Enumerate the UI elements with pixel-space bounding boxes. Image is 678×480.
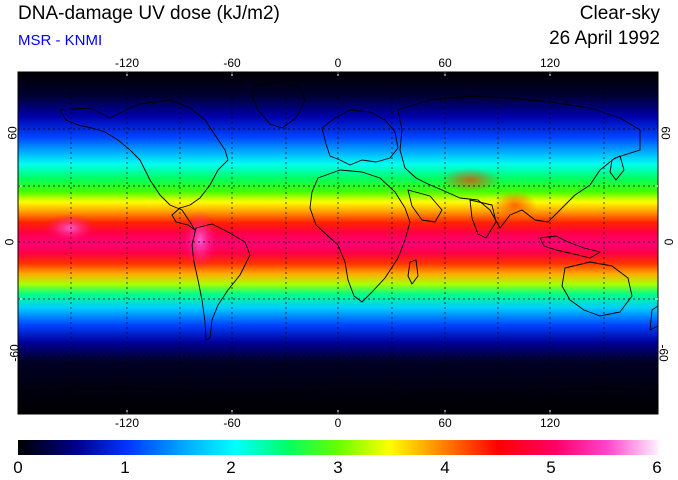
coast-madagascar — [407, 259, 419, 285]
coast-arabia — [407, 189, 443, 223]
colorbar-label: 5 — [546, 458, 556, 477]
coast-india — [469, 199, 497, 239]
date-label: 26 April 1992 — [549, 28, 660, 49]
lon-tick-top: -120 — [114, 56, 140, 70]
lon-tick-top: 0 — [334, 56, 342, 70]
coast-japan — [609, 155, 625, 181]
hotspot-east-pacific — [44, 214, 96, 242]
hotspot-tibet — [440, 168, 500, 192]
lon-tick-bottom: -120 — [114, 416, 140, 430]
map-title: DNA-damage UV dose (kJ/m2) — [18, 3, 280, 24]
colorbar-label: 0 — [13, 458, 23, 477]
coastlines — [17, 81, 659, 395]
coast-asia — [397, 95, 641, 229]
coast-south-america — [191, 223, 251, 341]
coast-antarctica-edge — [17, 387, 659, 395]
source-label: MSR - KNMI — [18, 32, 103, 49]
lon-tick-bottom: -60 — [223, 416, 241, 430]
lon-tick-bottom: 0 — [334, 416, 342, 430]
coast-australia — [561, 261, 633, 317]
colorbar-label: 3 — [333, 458, 343, 477]
colorbar-label: 1 — [120, 458, 130, 477]
colorbar — [18, 440, 658, 455]
lon-tick-top: 120 — [539, 56, 561, 70]
coast-new-zealand — [649, 305, 659, 331]
lon-tick-bottom: 120 — [539, 416, 561, 430]
hotspot-south-asia — [493, 191, 537, 219]
colorbar-label: 2 — [226, 458, 236, 477]
coast-europe — [321, 109, 399, 166]
sky-condition-label: Clear-sky — [579, 3, 660, 24]
coast-greenland — [251, 81, 306, 129]
hotspot-andes — [182, 210, 218, 270]
coast-north-america — [59, 99, 229, 231]
coast-indonesia — [539, 235, 601, 259]
coast-africa — [309, 169, 411, 303]
colorbar-label: 6 — [652, 458, 662, 477]
lon-tick-top: 60 — [438, 56, 452, 70]
lon-tick-top: -60 — [223, 56, 241, 70]
colorbar-label: 4 — [440, 458, 450, 477]
lon-tick-bottom: 60 — [438, 416, 452, 430]
graticule — [18, 72, 658, 414]
